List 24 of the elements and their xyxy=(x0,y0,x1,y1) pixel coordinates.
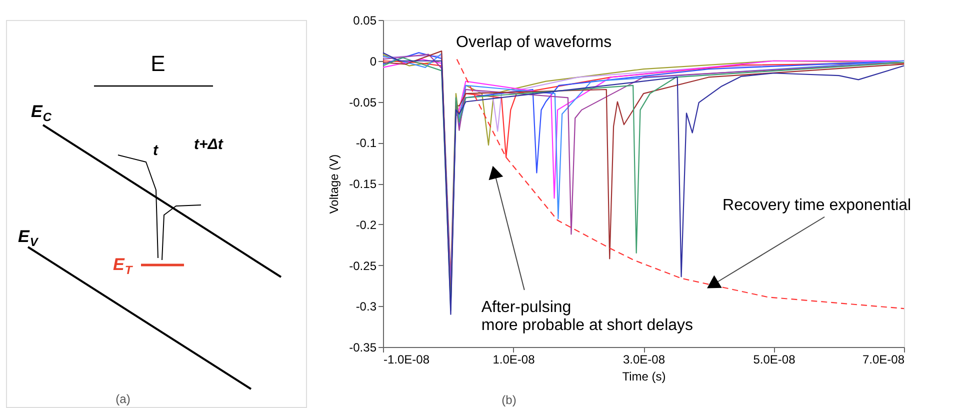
text: t xyxy=(153,142,159,159)
y-tick-label: -0.15 xyxy=(349,177,377,191)
x-tick-label: -1.0E-08 xyxy=(384,352,430,366)
annotation: Recovery time exponential xyxy=(722,196,912,214)
y-tick-label: -0.25 xyxy=(349,258,377,273)
y-tick-label: -0.1 xyxy=(356,136,377,150)
y-tick-label: -0.2 xyxy=(356,218,377,232)
y-tick-label: -0.05 xyxy=(349,95,377,110)
text: (b) xyxy=(502,393,516,407)
annotation: After-pulsing more probable at short delays xyxy=(481,299,694,334)
text: E xyxy=(150,51,166,76)
text: t+Δt xyxy=(194,136,224,153)
x-tick-label: 3.0E-08 xyxy=(622,352,666,366)
x-tick-label: 1.0E-08 xyxy=(492,352,536,366)
y-tick-label: -0.35 xyxy=(349,340,377,354)
x-axis-title: Time (s) xyxy=(622,370,666,384)
y-tick-label: 0 xyxy=(370,54,377,68)
y-axis-title: Voltage (V) xyxy=(327,154,342,214)
text: (a) xyxy=(116,392,130,406)
y-tick-label: -0.3 xyxy=(356,300,377,314)
x-tick-label: 5.0E-08 xyxy=(753,352,796,366)
y-tick-label: 0.05 xyxy=(353,14,377,28)
x-tick-label: 7.0E-08 xyxy=(862,352,905,366)
annotation: Overlap of waveforms xyxy=(456,34,612,51)
